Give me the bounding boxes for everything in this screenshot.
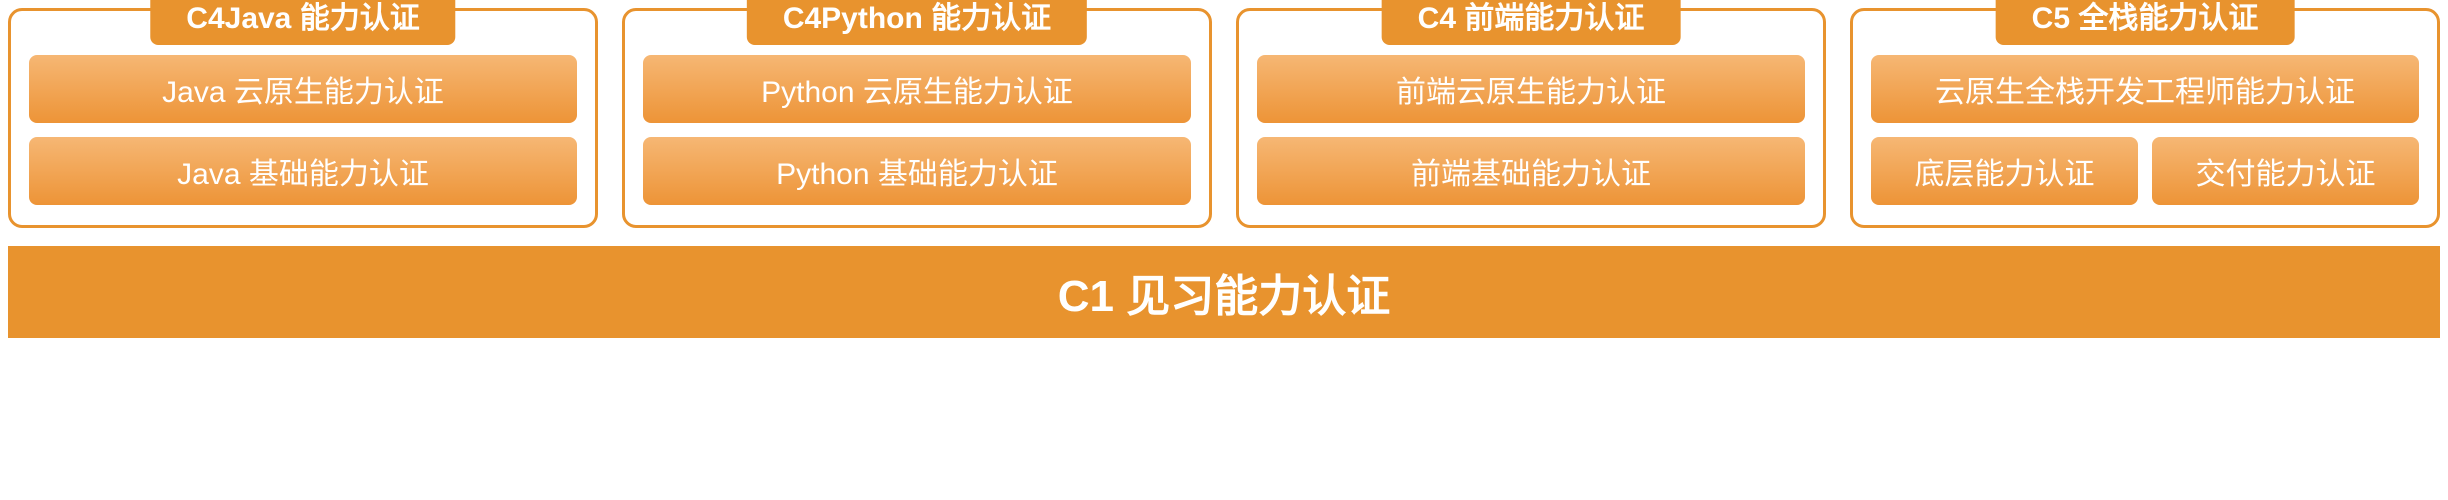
cert-pill: 云原生全栈开发工程师能力认证 — [1871, 55, 2419, 123]
card-header: C5 全栈能力认证 — [1996, 0, 2295, 45]
diagram-container: C4Java 能力认证 Java 云原生能力认证 Java 基础能力认证 C4P… — [8, 8, 2440, 338]
pill-row: 底层能力认证 交付能力认证 — [1871, 137, 2419, 205]
card-c4-java: C4Java 能力认证 Java 云原生能力认证 Java 基础能力认证 — [8, 8, 598, 228]
cert-pill: 交付能力认证 — [2152, 137, 2419, 205]
card-header: C4 前端能力认证 — [1382, 0, 1681, 45]
cert-pill: Java 云原生能力认证 — [29, 55, 577, 123]
card-header: C4Java 能力认证 — [150, 0, 455, 45]
cert-pill: 底层能力认证 — [1871, 137, 2138, 205]
card-c4-frontend: C4 前端能力认证 前端云原生能力认证 前端基础能力认证 — [1236, 8, 1826, 228]
cert-pill: 前端云原生能力认证 — [1257, 55, 1805, 123]
card-c4-python: C4Python 能力认证 Python 云原生能力认证 Python 基础能力… — [622, 8, 1212, 228]
cert-pill: 前端基础能力认证 — [1257, 137, 1805, 205]
cert-pill: Python 基础能力认证 — [643, 137, 1191, 205]
card-c5-fullstack: C5 全栈能力认证 云原生全栈开发工程师能力认证 底层能力认证 交付能力认证 — [1850, 8, 2440, 228]
cards-row: C4Java 能力认证 Java 云原生能力认证 Java 基础能力认证 C4P… — [8, 8, 2440, 228]
cert-pill: Java 基础能力认证 — [29, 137, 577, 205]
footer-bar: C1 见习能力认证 — [8, 246, 2440, 338]
card-header: C4Python 能力认证 — [747, 0, 1087, 45]
cert-pill: Python 云原生能力认证 — [643, 55, 1191, 123]
